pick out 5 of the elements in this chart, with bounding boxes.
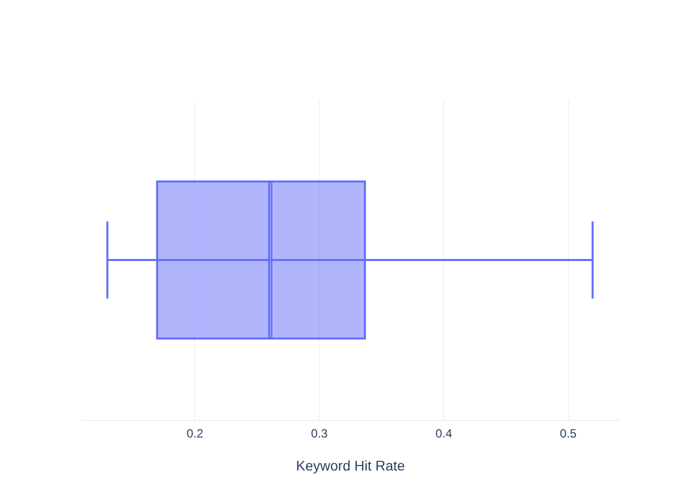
x-tick-label: 0.2 [186, 426, 204, 440]
x-axis-title: Keyword Hit Rate [296, 458, 406, 474]
x-tick-label: 0.5 [560, 426, 577, 440]
x-tick-label: 0.4 [435, 426, 452, 440]
x-tick-label: 0.3 [311, 426, 328, 440]
